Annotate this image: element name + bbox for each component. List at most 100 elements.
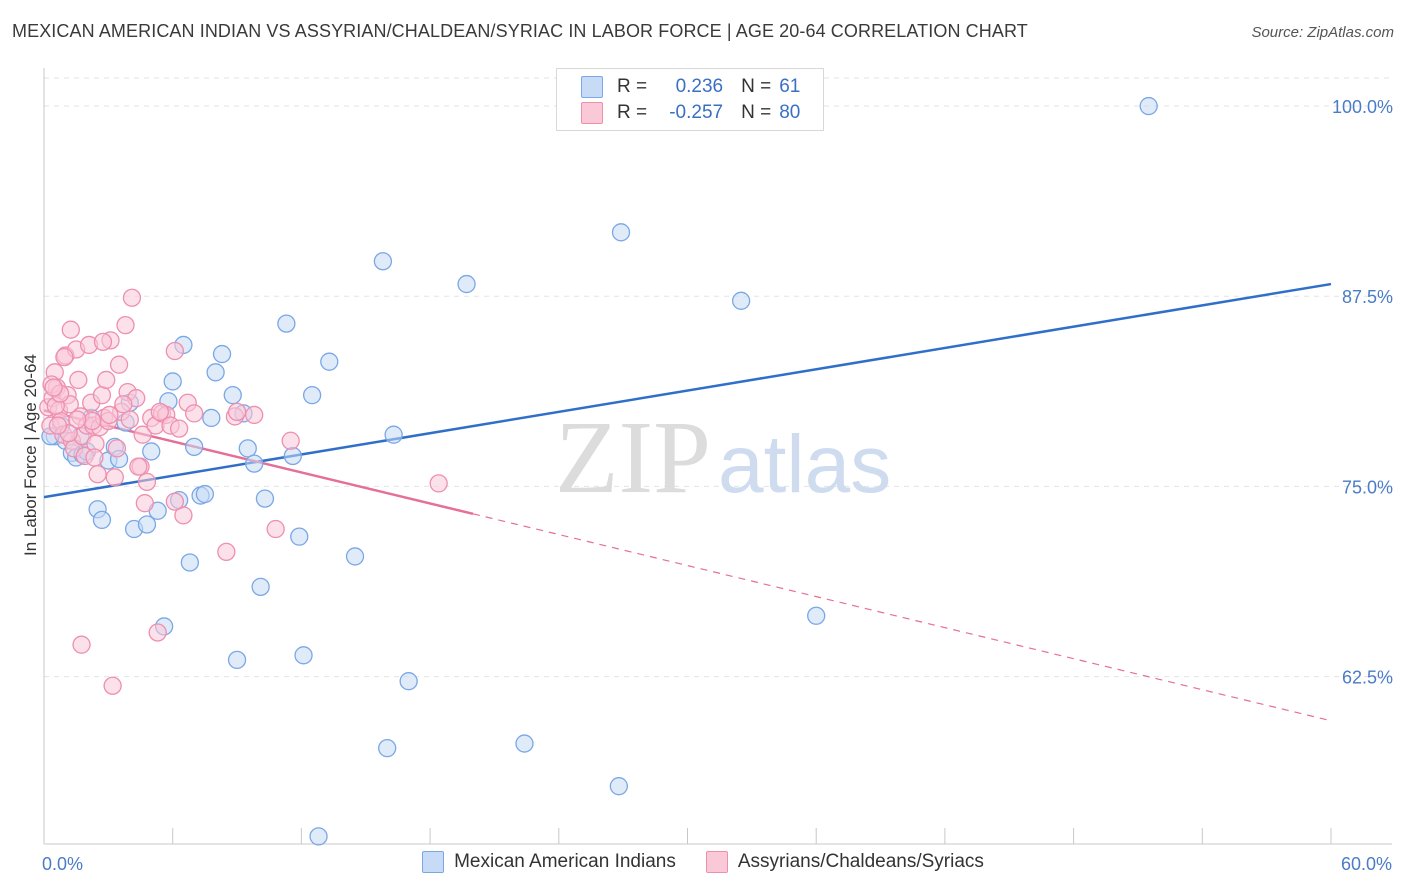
point-assyrian bbox=[72, 635, 91, 654]
chart-title: MEXICAN AMERICAN INDIAN VS ASSYRIAN/CHAL… bbox=[12, 21, 1028, 41]
point-assyrian bbox=[69, 370, 88, 390]
point-mexican bbox=[373, 252, 393, 271]
watermark-zip: ZIP bbox=[555, 400, 711, 515]
point-assyrian bbox=[83, 411, 102, 431]
point-mexican bbox=[384, 425, 403, 444]
point-mexican bbox=[1139, 96, 1158, 116]
y-tick-labels: 62.5% 75.0% 87.5% 100.0% bbox=[1332, 97, 1393, 688]
correlation-legend: R = 0.236 N = 61 R = -0.257 N = 80 bbox=[556, 68, 824, 131]
y-axis-label: In Labor Force | Age 20-64 bbox=[21, 354, 40, 556]
point-assyrian bbox=[122, 288, 142, 307]
x-tick-labels: 0.0% 60.0% bbox=[42, 854, 1392, 874]
point-mexican bbox=[345, 547, 365, 566]
grid-lines bbox=[44, 77, 1392, 678]
point-assyrian bbox=[429, 474, 448, 493]
point-assyrian bbox=[281, 431, 300, 450]
point-mexican bbox=[245, 454, 264, 473]
point-assyrian bbox=[109, 355, 129, 374]
point-assyrian bbox=[48, 416, 68, 435]
point-mexican bbox=[399, 672, 418, 691]
point-assyrian bbox=[165, 492, 184, 511]
point-mexican bbox=[731, 291, 751, 310]
point-assyrian bbox=[169, 419, 189, 438]
point-mexican bbox=[163, 372, 182, 391]
legend-swatch-mexican bbox=[422, 851, 445, 873]
legend-label-mexican: Mexican American Indians bbox=[454, 851, 676, 872]
point-assyrian bbox=[92, 385, 112, 405]
legend-row-mexican: R = 0.236 N = 61 bbox=[581, 74, 800, 100]
point-mexican bbox=[807, 606, 826, 625]
n-label: N = bbox=[741, 102, 772, 123]
point-assyrian bbox=[174, 506, 193, 525]
y-tick-label: 100.0% bbox=[1332, 97, 1393, 117]
point-mexican bbox=[227, 650, 247, 670]
point-assyrian bbox=[116, 315, 135, 335]
data-points bbox=[39, 96, 1158, 846]
point-assyrian bbox=[184, 404, 204, 423]
point-mexican bbox=[609, 777, 629, 796]
point-mexican bbox=[195, 484, 215, 504]
point-assyrian bbox=[107, 439, 127, 458]
x-tick-label: 60.0% bbox=[1341, 854, 1392, 874]
point-assyrian bbox=[61, 320, 80, 339]
point-assyrian bbox=[97, 370, 116, 390]
point-assyrian bbox=[150, 402, 169, 422]
point-assyrian bbox=[120, 410, 139, 429]
point-mexican bbox=[202, 408, 221, 428]
point-assyrian bbox=[100, 405, 119, 425]
y-tick-label: 75.0% bbox=[1342, 477, 1393, 497]
point-mexican bbox=[223, 385, 242, 405]
point-mexican bbox=[142, 442, 161, 461]
point-mexican bbox=[283, 446, 302, 466]
x-tick-label: 0.0% bbox=[42, 854, 83, 874]
source-label: Source: ZipAtlas.com bbox=[1251, 24, 1394, 41]
point-assyrian bbox=[165, 341, 184, 361]
trend-line-assyrian-extension bbox=[472, 513, 1332, 722]
r-value: -0.257 bbox=[669, 102, 724, 123]
point-assyrian bbox=[68, 410, 87, 429]
axes bbox=[43, 68, 1392, 845]
point-assyrian bbox=[133, 425, 152, 444]
point-mexican bbox=[378, 738, 397, 758]
watermark: ZIP atlas bbox=[555, 400, 891, 515]
r-label: R = bbox=[617, 102, 648, 123]
point-mexican bbox=[180, 553, 200, 572]
point-mexican bbox=[457, 274, 476, 294]
point-mexican bbox=[184, 437, 204, 457]
point-assyrian bbox=[44, 378, 63, 397]
legend-swatch-assyrian bbox=[705, 851, 728, 873]
n-label: N = bbox=[741, 76, 772, 97]
point-mexican bbox=[515, 734, 534, 753]
point-assyrian bbox=[103, 676, 122, 695]
point-mexican bbox=[302, 385, 322, 405]
point-assyrian bbox=[217, 542, 236, 562]
point-mexican bbox=[137, 515, 157, 534]
point-assyrian bbox=[114, 395, 133, 414]
point-mexican bbox=[277, 314, 296, 333]
point-assyrian bbox=[266, 519, 285, 539]
legend-swatch-assyrian bbox=[581, 102, 603, 124]
y-tick-label: 87.5% bbox=[1342, 287, 1393, 307]
point-mexican bbox=[238, 439, 257, 458]
point-assyrian bbox=[245, 405, 264, 425]
point-assyrian bbox=[148, 623, 167, 642]
legend-row-assyrian: R = -0.257 N = 80 bbox=[581, 100, 800, 126]
point-mexican bbox=[92, 510, 112, 530]
n-value: 80 bbox=[779, 102, 801, 123]
n-value: 61 bbox=[779, 76, 801, 97]
point-assyrian bbox=[88, 465, 107, 484]
point-assyrian bbox=[85, 448, 104, 467]
point-assyrian bbox=[55, 347, 74, 367]
point-assyrian bbox=[105, 468, 124, 487]
point-assyrian bbox=[93, 332, 113, 352]
legend-item-assyrian[interactable]: Assyrians/Chaldeans/Syriacs bbox=[705, 851, 984, 873]
point-mexican bbox=[212, 344, 232, 364]
point-mexican bbox=[255, 489, 275, 508]
r-value: 0.236 bbox=[675, 76, 724, 97]
point-mexican bbox=[206, 363, 225, 382]
point-assyrian bbox=[137, 472, 157, 492]
legend-item-mexican[interactable]: Mexican American Indians bbox=[422, 851, 676, 873]
r-label: R = bbox=[617, 76, 648, 97]
legend-swatch-mexican bbox=[581, 76, 603, 98]
